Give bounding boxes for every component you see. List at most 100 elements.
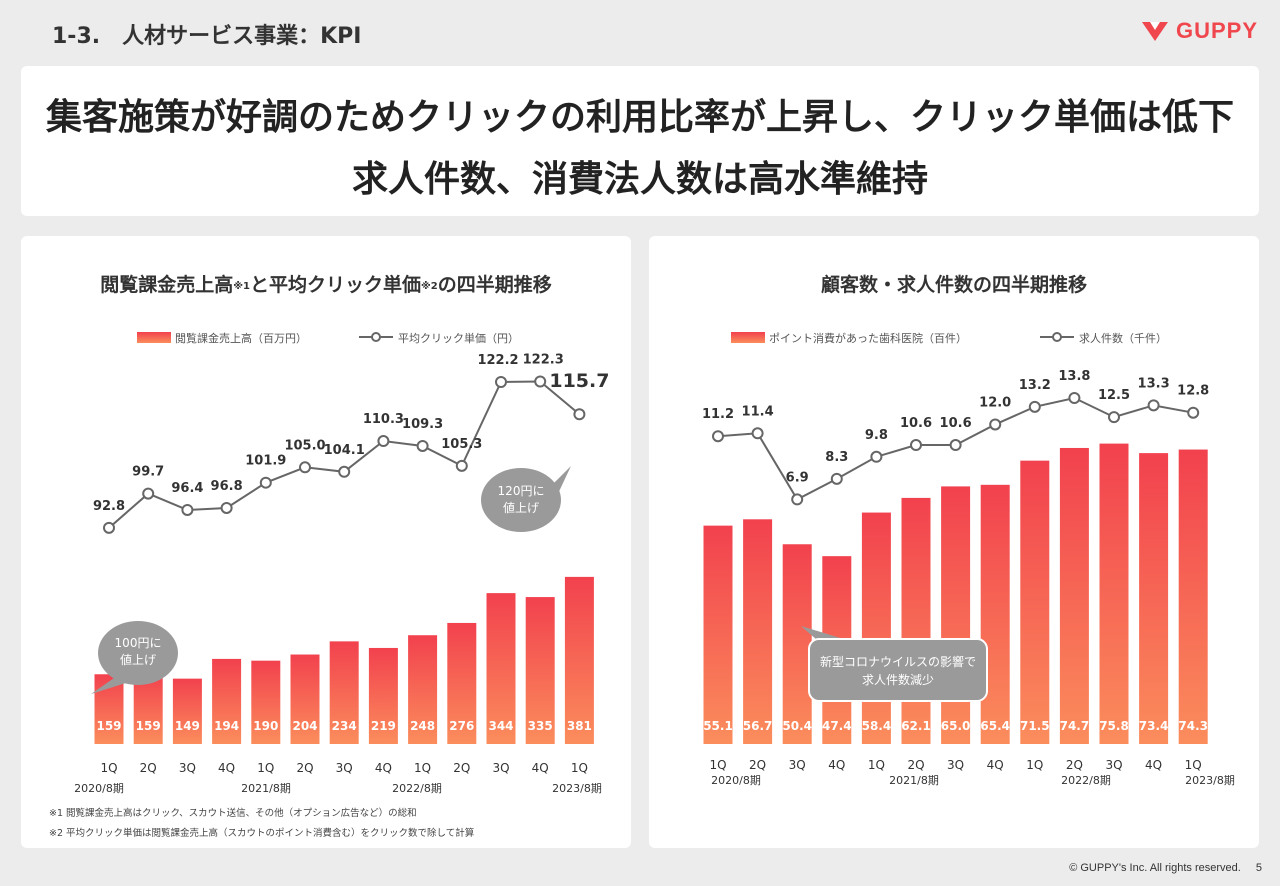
bar-value-label: 248 (410, 719, 435, 733)
right-chart-title: 顧客数・求人件数の四半期推移 (821, 273, 1087, 296)
category-label: 3Q (179, 761, 196, 775)
bar-value-label: 56.7 (743, 719, 773, 733)
bar (743, 519, 773, 744)
bar (901, 497, 931, 744)
bar-value-label: 65.0 (941, 719, 971, 733)
line-point (142, 487, 155, 500)
line-point (377, 435, 390, 448)
category-label: 4Q (218, 761, 235, 775)
bar-value-label: 73.4 (1139, 719, 1169, 733)
left-chart-panel: 閲覧課金売上高※1と平均クリック単価※2の四半期推移 閲覧課金売上高（百万円） … (21, 236, 631, 848)
category-label: 4Q (532, 761, 549, 775)
bar (172, 678, 202, 744)
bar (1139, 453, 1169, 744)
line-value-label: 13.8 (1058, 369, 1090, 384)
headline-line-1: 集客施策が好調のためクリックの利用比率が上昇し、クリック単価は低下 (45, 97, 1234, 138)
category-label: 3Q (947, 758, 964, 772)
bar-value-label: 75.8 (1099, 719, 1129, 733)
category-label: 3Q (1105, 758, 1122, 772)
fiscal-label: 2022/8期 (1061, 774, 1111, 787)
bar (525, 597, 555, 744)
fiscal-label: 2021/8期 (241, 782, 291, 795)
legend-bar-swatch (137, 332, 171, 343)
footnote-2: ※2 平均クリック単価は閲覧課金売上高（スカウトのポイント消費含む）をクリック数… (49, 827, 474, 839)
category-label: 1Q (1026, 758, 1043, 772)
bar (212, 658, 242, 744)
legend-line-marker (1052, 332, 1062, 342)
line-point (1028, 400, 1041, 413)
copyright: © GUPPY's Inc. All rights reserved. (1069, 862, 1241, 874)
line-point (712, 430, 724, 443)
bar (329, 641, 359, 744)
line-point (455, 459, 468, 472)
bubble-120-line2: 値上げ (503, 500, 539, 515)
bar (1059, 447, 1089, 744)
bar-value-label: 50.4 (782, 719, 812, 733)
category-label: 2Q (749, 758, 766, 772)
left-chart: 閲覧課金売上高※1と平均クリック単価※2の四半期推移 閲覧課金売上高（百万円） … (49, 273, 609, 839)
legend-line-label: 求人件数（千件） (1079, 332, 1167, 345)
category-label: 1Q (257, 761, 274, 775)
bar (251, 660, 281, 744)
bar (1178, 449, 1208, 744)
fiscal-label: 2023/8期 (552, 782, 602, 795)
line-point (1187, 406, 1200, 419)
logo-text: GUPPY (1175, 18, 1258, 43)
line-point (573, 408, 586, 421)
category-label: 1Q (571, 761, 588, 775)
bar (408, 635, 438, 744)
category-label: 2Q (907, 758, 924, 772)
bar-value-label: 194 (214, 719, 239, 733)
left-chart-title: 閲覧課金売上高※1と平均クリック単価※2の四半期推移 (100, 273, 551, 296)
bar (133, 674, 163, 744)
company-logo: GUPPY (1140, 18, 1258, 44)
bar-value-label: 74.7 (1060, 719, 1090, 733)
bar-value-label: 344 (488, 719, 513, 733)
bar (290, 654, 320, 744)
line-value-label: 110.3 (363, 412, 404, 427)
line-value-label: 11.4 (742, 404, 774, 419)
line-value-label: 109.3 (402, 417, 443, 432)
line-value-label: 122.3 (523, 353, 564, 368)
left-fiscal-labels: 2020/8期 2021/8期 2022/8期 2023/8期 (74, 782, 602, 795)
guppy-logo-icon (1141, 22, 1168, 41)
bar (861, 512, 891, 744)
bar (486, 593, 516, 744)
bar-value-label: 234 (332, 719, 357, 733)
category-label: 1Q (1185, 758, 1202, 772)
line-point (259, 476, 272, 489)
line-point (495, 376, 507, 388)
category-label: 4Q (375, 761, 392, 775)
line-point (220, 501, 233, 514)
category-label: 1Q (100, 761, 117, 775)
footer: © GUPPY's Inc. All rights reserved. 5 (1057, 862, 1262, 874)
legend-line-label: 平均クリック単価（円） (398, 331, 519, 345)
line-value-label: 105.3 (441, 437, 482, 452)
line-value-label: 104.1 (324, 443, 365, 458)
category-label: 3Q (789, 758, 806, 772)
section-header: 1-3. 人材サービス事業：KPI (52, 24, 362, 49)
bubble-120-line1: 120円に (498, 484, 545, 498)
line-value-label: 10.6 (940, 416, 972, 431)
line-value-label: 99.7 (132, 465, 164, 480)
bar-value-label: 65.4 (980, 719, 1010, 733)
bubble-100-line1: 100円に (115, 636, 162, 650)
bar-value-label: 276 (449, 719, 474, 733)
line-point (1068, 392, 1081, 404)
line-point (103, 521, 115, 534)
line-value-label: 115.7 (549, 370, 609, 392)
line-point (416, 439, 429, 452)
bar (980, 484, 1010, 744)
legend-bar-label: 閲覧課金売上高（百万円） (175, 331, 307, 345)
bar (782, 544, 812, 744)
line-value-label: 13.2 (1019, 378, 1051, 393)
line-value-label: 6.9 (786, 470, 809, 485)
line-value-label: 105.0 (284, 438, 325, 453)
headline-box: 集客施策が好調のためクリックの利用比率が上昇し、クリック単価は低下 求人件数、消… (21, 66, 1259, 216)
page-number: 5 (1255, 862, 1262, 874)
line-point (1108, 411, 1120, 424)
legend-line-marker (371, 332, 381, 342)
fiscal-label: 2023/8期 (1185, 774, 1235, 787)
line-value-label: 11.2 (702, 407, 734, 422)
bar-value-label: 71.5 (1020, 719, 1050, 733)
